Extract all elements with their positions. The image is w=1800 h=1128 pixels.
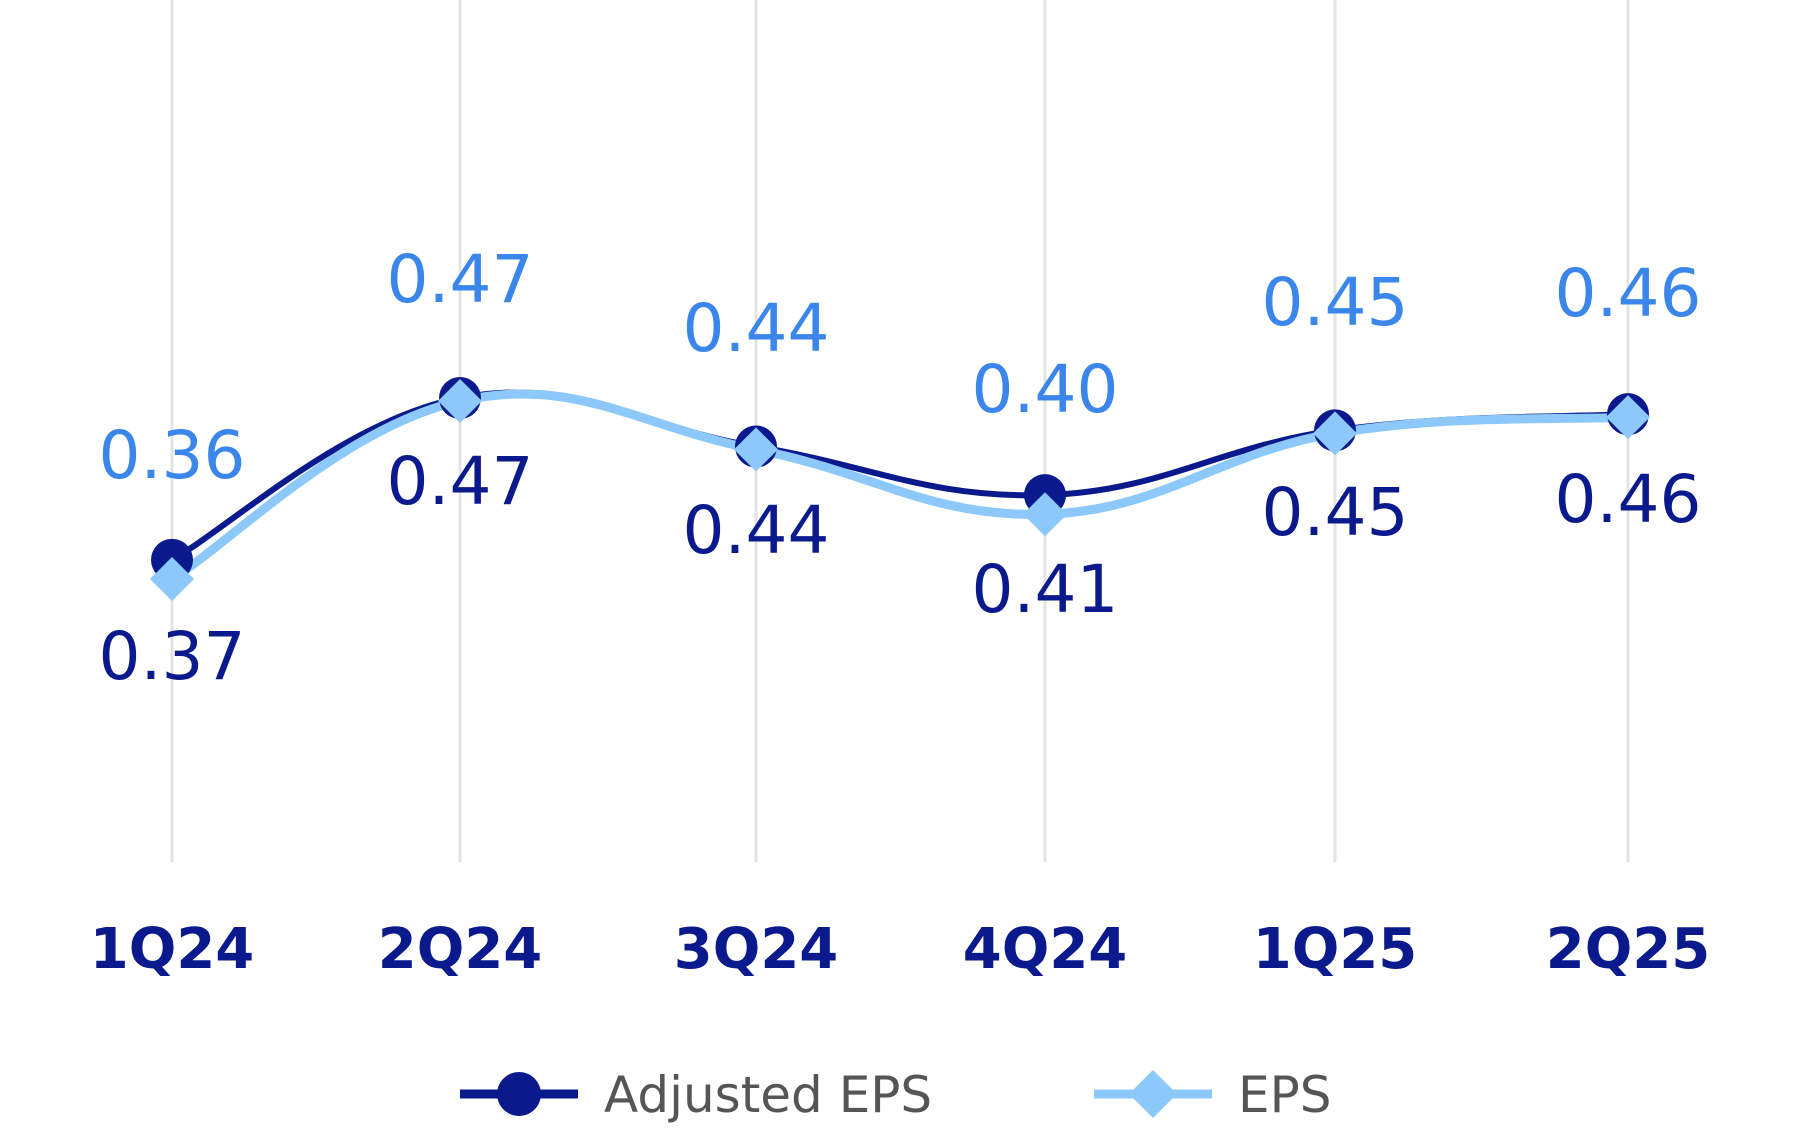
x-tick-2Q25: 2Q25 bbox=[1546, 917, 1711, 982]
legend-label-eps: EPS bbox=[1238, 1066, 1331, 1124]
series-markers bbox=[150, 377, 1650, 601]
x-tick-1Q25: 1Q25 bbox=[1253, 917, 1418, 982]
label-adjusted-eps-2Q25: 0.46 bbox=[1555, 461, 1702, 538]
label-adjusted-eps-3Q24: 0.44 bbox=[683, 492, 830, 569]
point-eps-2Q24 bbox=[438, 379, 482, 423]
x-tick-4Q24: 4Q24 bbox=[963, 917, 1128, 982]
label-adjusted-eps-1Q25: 0.45 bbox=[1262, 474, 1409, 551]
point-eps-2Q25 bbox=[1606, 395, 1650, 440]
line-eps bbox=[167, 389, 1633, 584]
legend-label-adjusted-eps: Adjusted EPS bbox=[604, 1066, 932, 1124]
label-adjusted-eps-2Q24: 0.47 bbox=[387, 443, 534, 520]
label-eps-2Q25: 0.46 bbox=[1555, 255, 1702, 332]
label-eps-3Q24: 0.44 bbox=[683, 290, 830, 367]
point-eps-4Q24 bbox=[1023, 492, 1067, 537]
legend-marker-adjusted-eps bbox=[497, 1072, 541, 1116]
point-eps-1Q24 bbox=[150, 557, 194, 601]
x-tick-2Q24: 2Q24 bbox=[378, 917, 543, 982]
legend-marker-eps bbox=[1129, 1070, 1177, 1118]
label-eps-1Q25: 0.45 bbox=[1262, 264, 1409, 341]
label-eps-1Q24: 0.36 bbox=[99, 417, 246, 494]
data-labels: 0.36 0.47 0.44 0.40 0.45 0.46 0.37 0.47 0.44 0.41… bbox=[99, 241, 1702, 695]
x-tick-1Q24: 1Q24 bbox=[90, 917, 255, 982]
series-lines bbox=[167, 389, 1633, 584]
label-eps-4Q24: 0.40 bbox=[972, 351, 1119, 428]
label-eps-2Q24: 0.47 bbox=[387, 241, 534, 318]
label-adjusted-eps-1Q24: 0.37 bbox=[99, 618, 246, 695]
legend: Adjusted EPS EPS bbox=[460, 1066, 1331, 1124]
x-axis-ticks: 1Q24 2Q24 3Q24 4Q24 1Q25 2Q25 bbox=[90, 917, 1711, 982]
x-tick-3Q24: 3Q24 bbox=[674, 917, 839, 982]
point-eps-1Q25 bbox=[1313, 411, 1357, 456]
point-eps-3Q24 bbox=[734, 427, 778, 472]
label-adjusted-eps-4Q24: 0.41 bbox=[972, 551, 1119, 628]
